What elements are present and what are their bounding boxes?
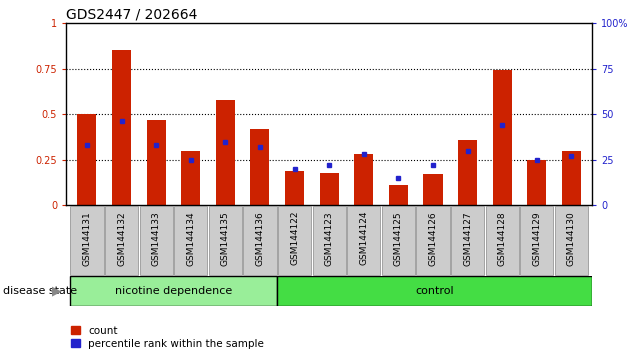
- Text: GSM144125: GSM144125: [394, 211, 403, 266]
- Text: GSM144129: GSM144129: [532, 211, 541, 266]
- FancyBboxPatch shape: [243, 206, 277, 275]
- FancyBboxPatch shape: [520, 206, 553, 275]
- FancyBboxPatch shape: [105, 206, 138, 275]
- FancyBboxPatch shape: [71, 206, 103, 275]
- Text: GSM144124: GSM144124: [359, 211, 369, 266]
- Text: GSM144123: GSM144123: [324, 211, 334, 266]
- Text: nicotine dependence: nicotine dependence: [115, 286, 232, 296]
- Text: GSM144136: GSM144136: [255, 211, 265, 266]
- Bar: [458, 140, 477, 205]
- Bar: [147, 120, 166, 205]
- Bar: [319, 172, 339, 205]
- FancyBboxPatch shape: [209, 206, 242, 275]
- FancyBboxPatch shape: [277, 276, 592, 306]
- Text: GSM144135: GSM144135: [221, 211, 230, 266]
- Text: GSM144127: GSM144127: [463, 211, 472, 266]
- Bar: [423, 174, 442, 205]
- Bar: [354, 154, 374, 205]
- Text: ▶: ▶: [52, 285, 61, 297]
- FancyBboxPatch shape: [347, 206, 381, 275]
- Text: GSM144128: GSM144128: [498, 211, 507, 266]
- FancyBboxPatch shape: [69, 276, 277, 306]
- Text: GSM144126: GSM144126: [428, 211, 437, 266]
- Text: control: control: [415, 286, 454, 296]
- Bar: [77, 114, 96, 205]
- FancyBboxPatch shape: [139, 206, 173, 275]
- FancyBboxPatch shape: [312, 206, 346, 275]
- Text: GSM144131: GSM144131: [83, 211, 91, 266]
- Text: GSM144133: GSM144133: [152, 211, 161, 266]
- Bar: [493, 70, 512, 205]
- Bar: [285, 171, 304, 205]
- Bar: [112, 50, 131, 205]
- FancyBboxPatch shape: [416, 206, 450, 275]
- Legend: count, percentile rank within the sample: count, percentile rank within the sample: [71, 326, 264, 349]
- Bar: [216, 99, 235, 205]
- Text: GSM144134: GSM144134: [186, 211, 195, 266]
- Bar: [527, 160, 546, 205]
- FancyBboxPatch shape: [555, 206, 588, 275]
- Bar: [251, 129, 270, 205]
- FancyBboxPatch shape: [174, 206, 207, 275]
- Text: disease state: disease state: [3, 286, 77, 296]
- Bar: [389, 185, 408, 205]
- FancyBboxPatch shape: [382, 206, 415, 275]
- Text: GSM144122: GSM144122: [290, 211, 299, 266]
- Bar: [562, 151, 581, 205]
- FancyBboxPatch shape: [451, 206, 484, 275]
- FancyBboxPatch shape: [486, 206, 519, 275]
- Text: GSM144130: GSM144130: [567, 211, 576, 266]
- Text: GDS2447 / 202664: GDS2447 / 202664: [66, 8, 198, 22]
- Text: GSM144132: GSM144132: [117, 211, 126, 266]
- Bar: [181, 151, 200, 205]
- FancyBboxPatch shape: [278, 206, 311, 275]
